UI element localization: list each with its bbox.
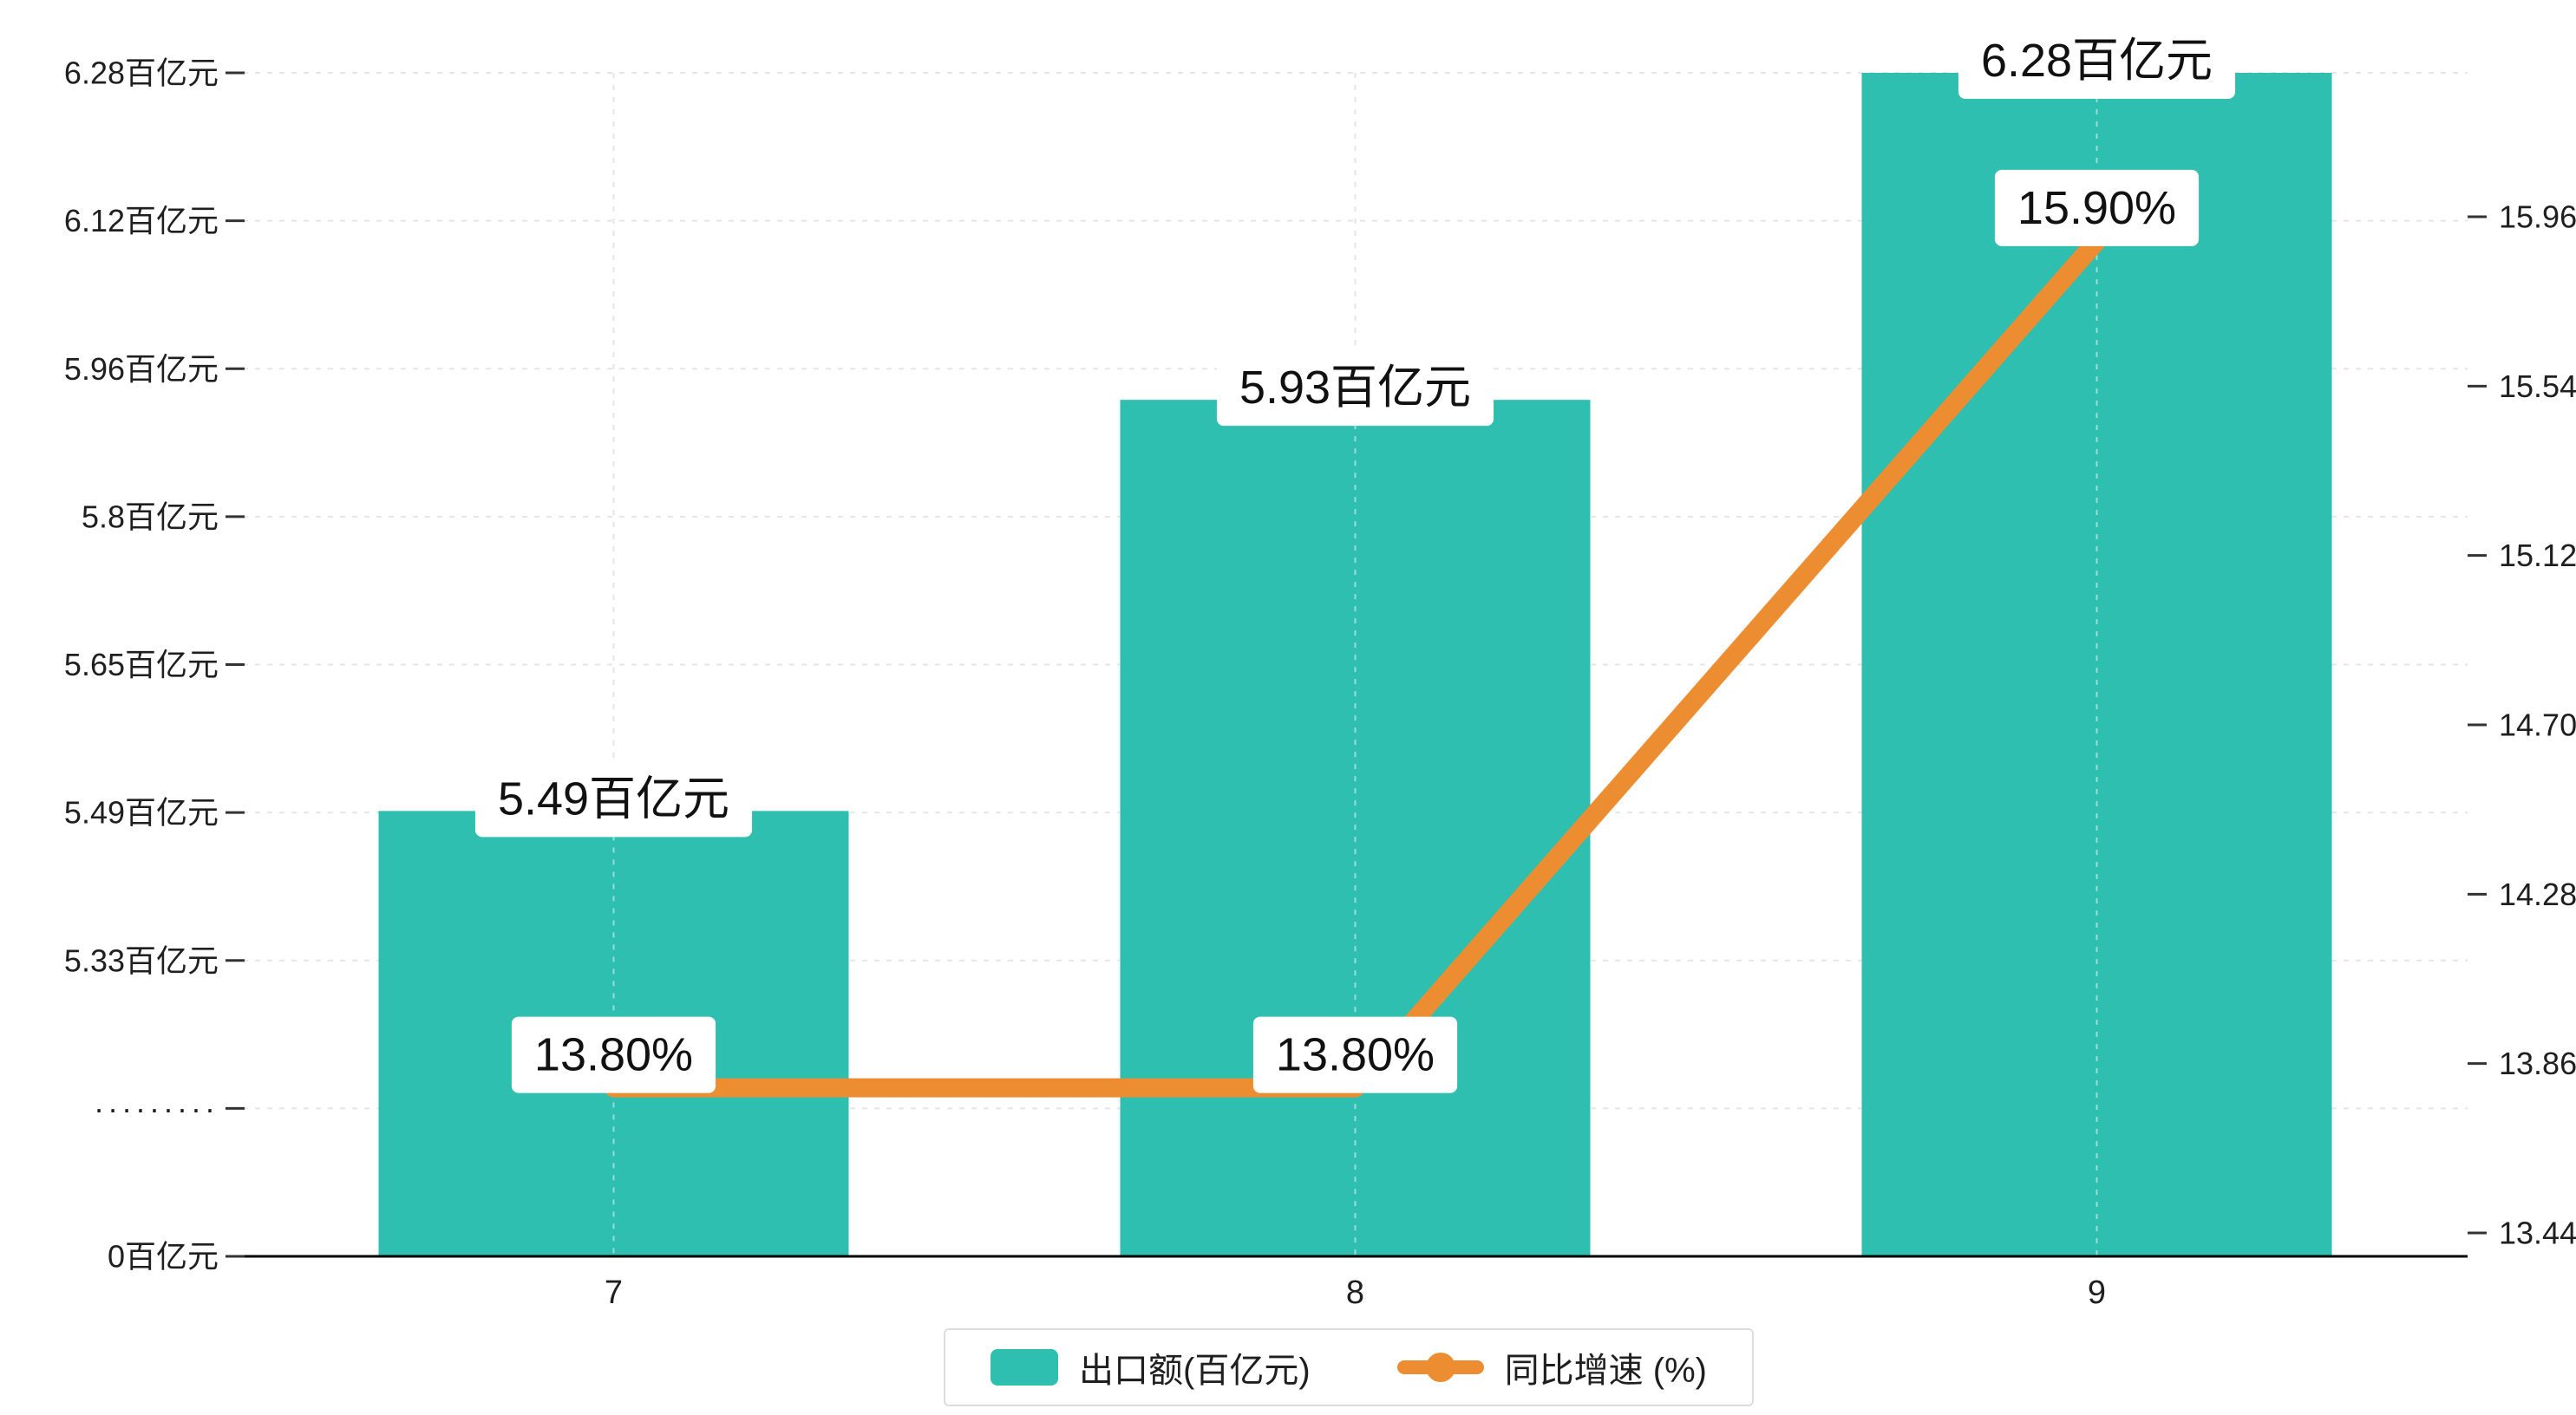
legend: 出口额(百亿元) 同比增速 (%) [944,1328,1754,1406]
right-axis-tick-label: 15.54 [2499,368,2576,404]
bar-value-label-bg [474,760,753,838]
right-axis-tick-label: 14.70 [2499,708,2576,743]
line-value-label-bg [1252,1016,1458,1093]
legend-line-swatch-icon [1396,1353,1484,1382]
legend-label-growth-rate: 同比增速 (%) [1504,1352,1707,1390]
legend-item-export-amount[interactable]: 出口额(百亿元) [991,1342,1311,1392]
left-axis-tick-label: 5.65百亿元 [64,647,219,682]
x-axis-tick-label: 7 [605,1275,623,1311]
line-value-label: 15.90% [2017,182,2176,234]
line-value-label-bg [511,1016,716,1093]
right-axis-tick-label: 14.28 [2499,877,2576,912]
right-axis-tick-label: 15.12 [2499,538,2576,573]
left-axis-tick-label: 5.49百亿元 [64,795,219,831]
line-value-label: 13.80% [1276,1029,1435,1081]
left-axis-tick-label: 6.12百亿元 [64,203,219,238]
left-axis-tick-label: 6.28百亿元 [64,55,219,91]
line-value-label-bg [1994,169,2200,246]
legend-bar-swatch-icon [991,1349,1059,1386]
right-axis-tick-label: 13.86 [2499,1046,2576,1081]
left-axis-tick-label: 0百亿元 [108,1239,219,1275]
line-value-label: 13.80% [534,1029,693,1081]
left-axis-tick-label: 5.8百亿元 [82,499,219,534]
x-axis-tick-label: 9 [2088,1275,2106,1311]
left-axis-tick-label: 5.33百亿元 [64,942,219,978]
bar-value-label: 5.49百亿元 [498,773,729,825]
left-axis-tick-label: 5.96百亿元 [64,351,219,387]
bar-value-label-bg [1216,349,1494,427]
legend-line-marker-icon [1425,1353,1455,1382]
bar-value-label: 5.93百亿元 [1239,362,1471,414]
right-axis-tick-label: 15.96 [2499,199,2576,235]
legend-item-growth-rate[interactable]: 同比增速 (%) [1396,1342,1707,1392]
legend-label-export-amount: 出口额(百亿元) [1079,1352,1311,1390]
bar-value-label-bg [1958,23,2236,99]
x-axis-tick-label: 8 [1346,1275,1364,1311]
right-axis-tick-label: 13.44 [2499,1216,2576,1251]
left-axis-tick-label: ········· [94,1091,219,1126]
bar-value-label: 6.28百亿元 [1981,35,2213,87]
